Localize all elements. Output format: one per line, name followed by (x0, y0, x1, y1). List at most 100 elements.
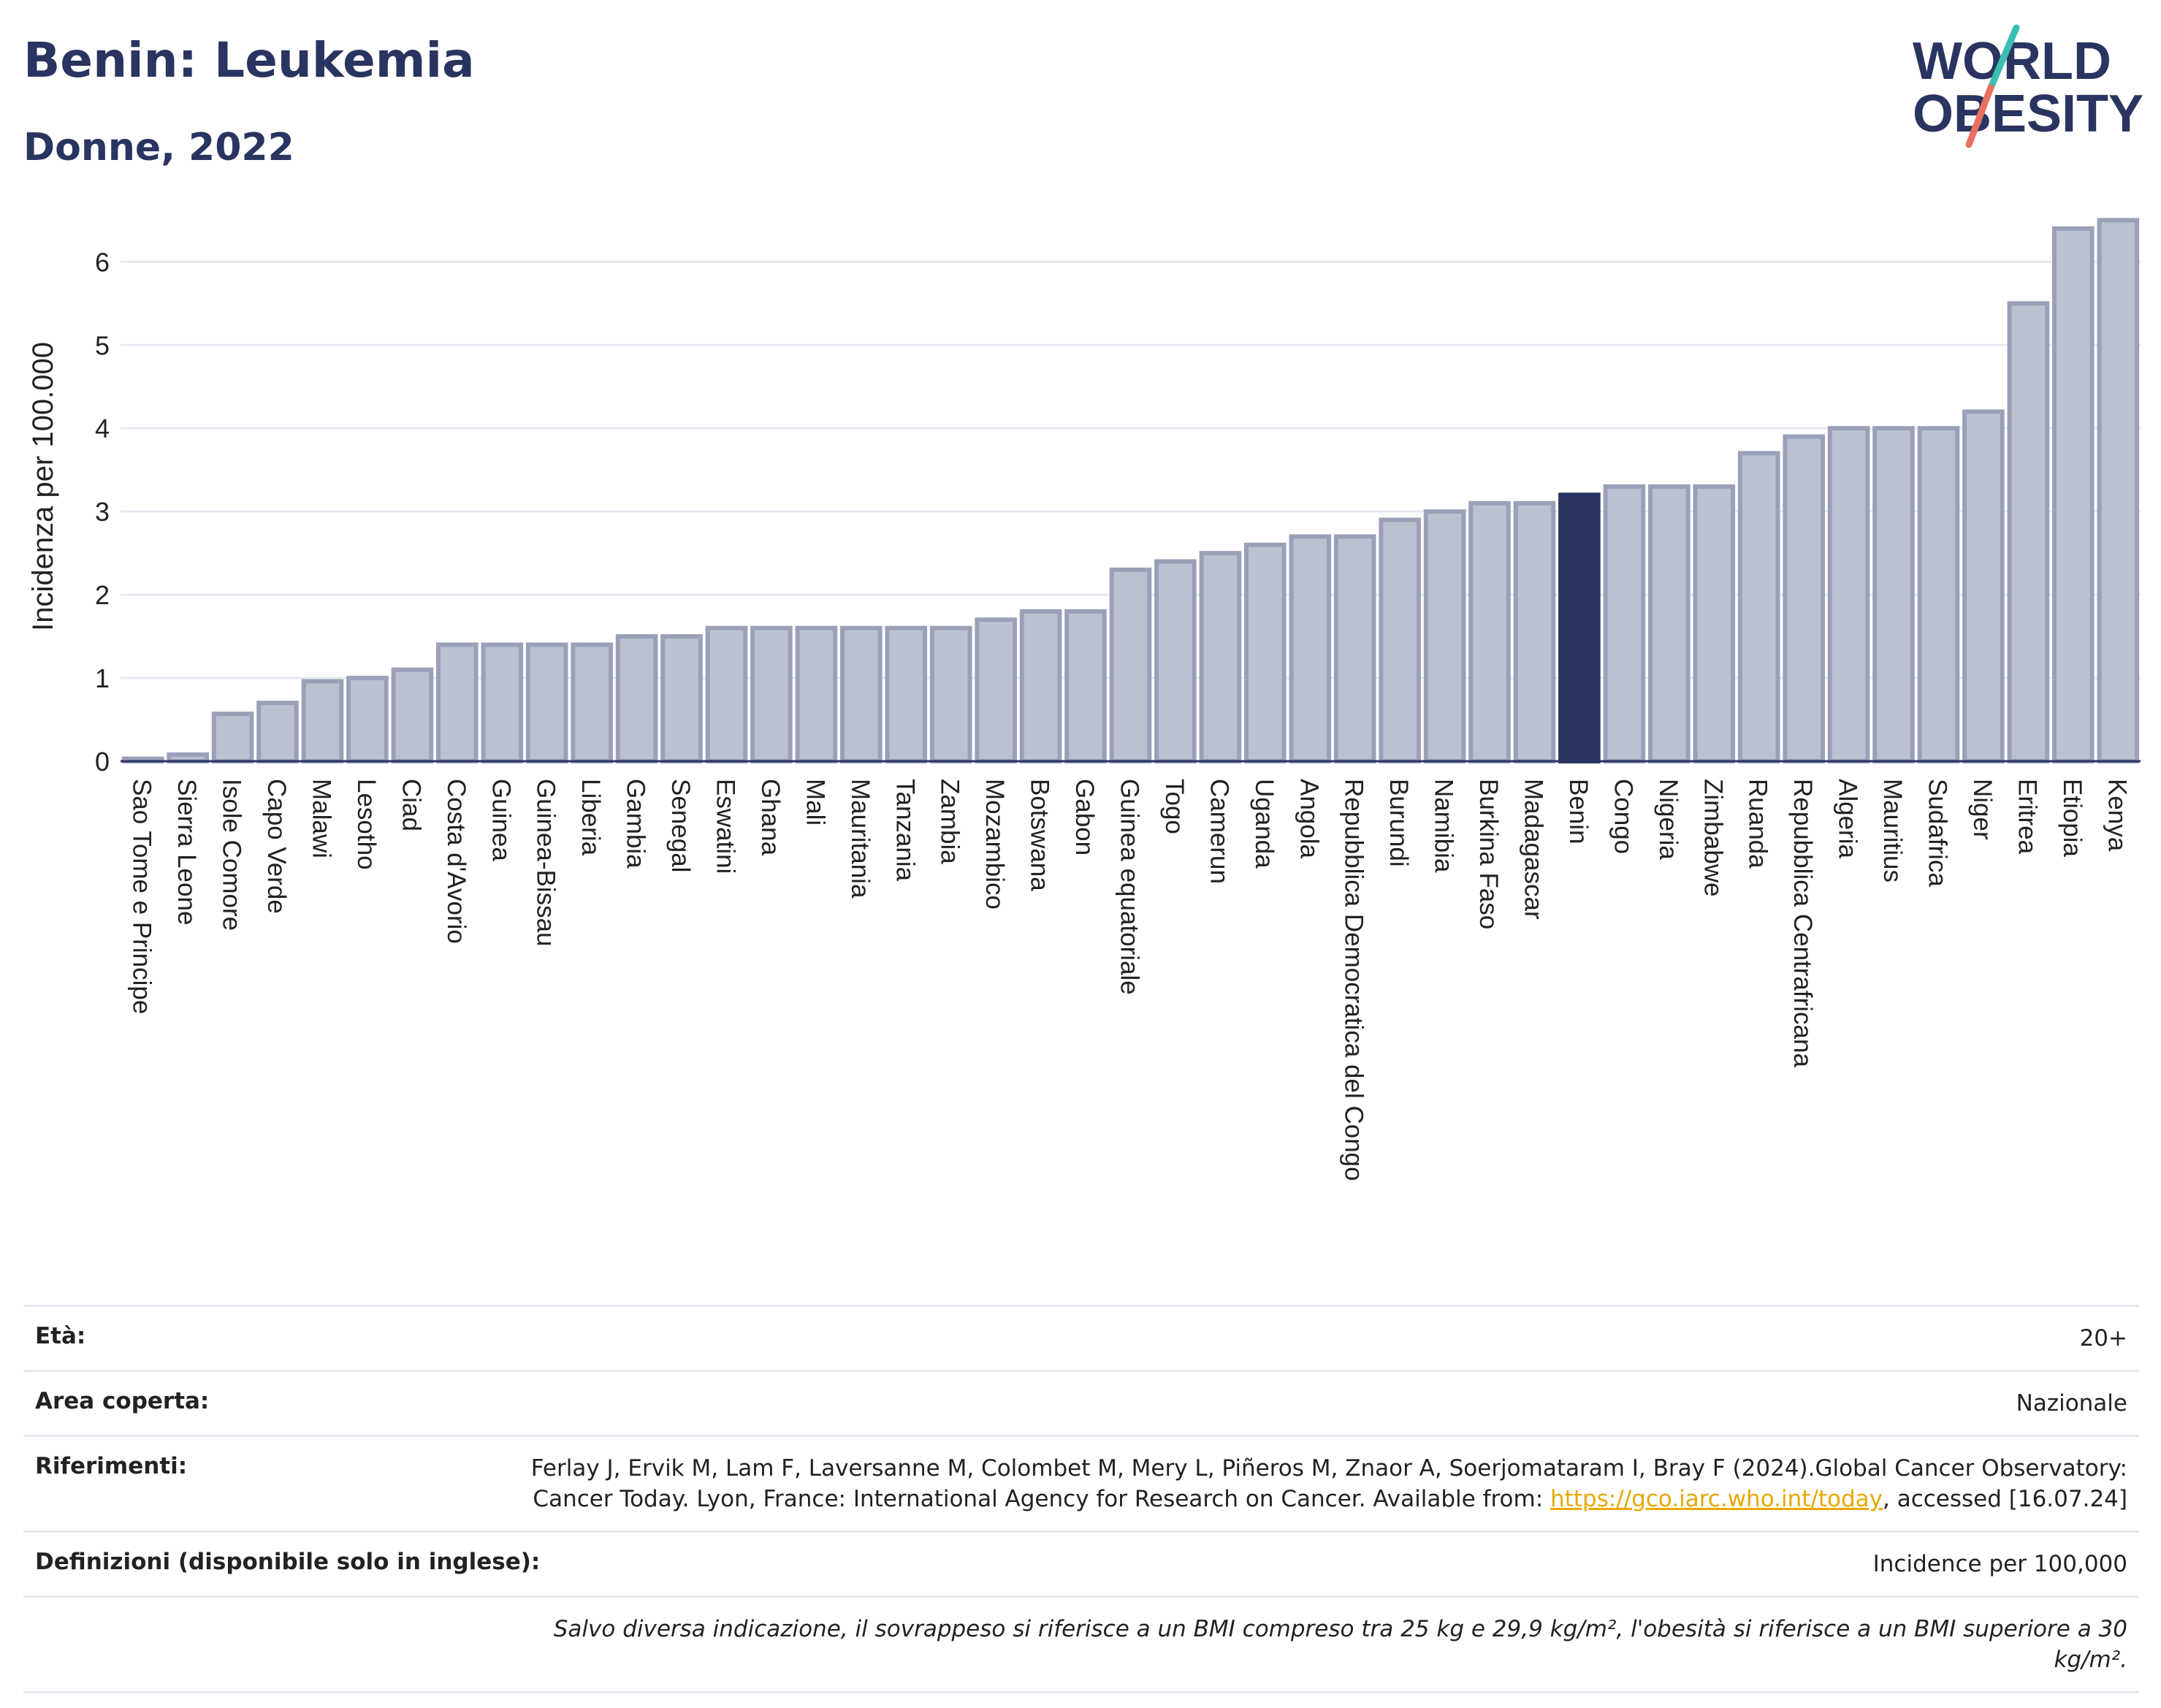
bar-mauritius (1872, 426, 1915, 763)
y-tick-label: 4 (95, 413, 110, 443)
meta-row-area: Area coperta: Nazionale (23, 1370, 2139, 1435)
x-tick-label: Sudafrica (1924, 779, 1952, 887)
x-tick-label: Nigeria (1654, 779, 1682, 860)
x-tick-label: Guinea (487, 779, 515, 861)
references-label: Riferimenti: (35, 1453, 188, 1479)
x-tick-label: Guinea equatoriale (1116, 779, 1144, 995)
x-tick-label: Mali (801, 779, 829, 826)
x-tick-label: Angola (1295, 779, 1323, 859)
bar-mali (795, 625, 838, 764)
y-tick-label: 0 (95, 747, 110, 777)
y-tick-label: 5 (95, 330, 110, 360)
x-tick-label: Niger (1968, 779, 1997, 840)
bar-congo (1603, 484, 1646, 763)
bar-angola (1289, 534, 1332, 764)
meta-row-age: Età: 20+ (23, 1305, 2139, 1370)
bar-mauritania (840, 625, 883, 764)
x-tick-label: Zambia (936, 779, 964, 864)
bar-tanzania (885, 625, 928, 764)
x-tick-label: Liberia (576, 779, 605, 856)
x-tick-label: Gabon (1070, 779, 1099, 855)
x-tick-label: Eswatini (712, 779, 740, 874)
bar-gabon (1064, 609, 1107, 764)
y-axis-ticks: 0 1 2 3 4 5 6 (95, 247, 110, 777)
bar-niger (1962, 409, 2005, 763)
x-tick-label: Sierra Leone (172, 779, 201, 925)
x-tick-label: Tanzania (891, 779, 919, 882)
bar-algeria (1827, 426, 1870, 763)
x-tick-label: Malawi (308, 779, 336, 858)
bar-mozambico (975, 617, 1018, 763)
bar-benin (1558, 492, 1601, 764)
x-tick-label: Gambia (622, 779, 650, 869)
world-obesity-logo: WORLD OBESITY (1913, 24, 2143, 148)
bar-repubblica-democratica-del-congo (1333, 534, 1376, 764)
x-tick-label: Isole Comore (218, 779, 246, 931)
x-tick-label: Madagascar (1520, 779, 1548, 920)
definitions-value: Incidence per 100,000 (1872, 1551, 2127, 1577)
bar-isole-comore (211, 712, 254, 763)
x-tick-label: Guinea-Bissau (532, 779, 560, 947)
y-tick-label: 6 (95, 247, 110, 277)
area-label: Area coperta: (35, 1388, 210, 1414)
references-value: Ferlay J, Ervik M, Lam F, Laversanne M, … (484, 1453, 2127, 1514)
bar-nigeria (1648, 484, 1691, 763)
page-subtitle: Donne, 2022 (23, 126, 294, 169)
bar-uganda (1244, 542, 1287, 763)
bar-eritrea (2007, 301, 2050, 763)
bar-botswana (1019, 609, 1062, 764)
x-tick-label: Zimbabwe (1699, 779, 1727, 896)
x-tick-label: Burundi (1384, 779, 1413, 867)
meta-row-definitions: Definizioni (disponibile solo in inglese… (23, 1530, 2139, 1595)
bar-ghana (750, 625, 793, 764)
bar-etiopia (2052, 226, 2095, 763)
logo-line-2: OBESITY (1913, 85, 2143, 143)
bar-burundi (1379, 517, 1422, 763)
x-tick-label: Repubblica Democratica del Congo (1340, 779, 1368, 1181)
x-tick-label: Capo Verde (262, 779, 291, 914)
x-tick-label: Congo (1609, 779, 1637, 854)
age-value: 20+ (2079, 1325, 2127, 1351)
definitions-label: Definizioni (disponibile solo in inglese… (35, 1549, 541, 1575)
bar-guinea-bissau (525, 642, 568, 763)
references-accessed: , accessed [16.07.24] (1882, 1486, 2127, 1512)
bar-guinea-equatoriale (1109, 567, 1152, 764)
x-tick-label: Ghana (756, 779, 785, 856)
bar-namibia (1423, 509, 1466, 763)
age-label: Età: (35, 1323, 86, 1349)
bar-senegal (660, 634, 703, 763)
bars (121, 218, 2140, 764)
bar-madagascar (1513, 500, 1556, 763)
bar-liberia (571, 642, 614, 763)
bar-ciad (391, 667, 434, 764)
bar-costa-d-avorio (436, 642, 479, 763)
x-tick-label: Ruanda (1744, 779, 1772, 869)
x-tick-label: Repubblica Centrafricana (1788, 779, 1817, 1067)
bar-malawi (301, 679, 344, 763)
bar-zambia (929, 625, 972, 764)
y-tick-label: 3 (95, 497, 110, 527)
x-tick-label: Uganda (1250, 779, 1278, 869)
x-axis-labels: Sao Tome e Principe Sierra Leone Isole Com… (128, 779, 2132, 1181)
y-tick-label: 1 (95, 663, 110, 693)
references-link[interactable]: https://gco.iarc.who.int/today (1550, 1486, 1883, 1512)
x-tick-label: Botswana (1026, 779, 1054, 891)
bar-kenya (2097, 218, 2140, 763)
x-tick-label: Senegal (666, 779, 695, 872)
metadata-table: Età: 20+ Area coperta: Nazionale Riferim… (23, 1305, 2139, 1693)
bar-chart: 0 1 2 3 4 5 6 Sao Tome e Principe Sierra Leone I… (27, 218, 2141, 1181)
references-text: Ferlay J, Ervik M, Lam F, Laversanne M, … (530, 1455, 2127, 1512)
x-tick-label: Burkina Faso (1474, 779, 1503, 929)
bar-burkina-faso (1468, 500, 1511, 763)
x-tick-label: Ciad (397, 779, 425, 831)
x-tick-label: Togo (1160, 779, 1189, 834)
area-value: Nazionale (2016, 1390, 2127, 1417)
x-tick-label: Etiopia (2058, 779, 2086, 858)
bar-gambia (615, 634, 658, 763)
x-tick-label: Kenya (2103, 779, 2131, 852)
bar-lesotho (346, 676, 389, 763)
logo-slash-coral (1965, 84, 1994, 148)
bar-ruanda (1737, 451, 1780, 764)
x-tick-label: Algeria (1834, 779, 1862, 858)
bar-guinea (481, 642, 524, 763)
